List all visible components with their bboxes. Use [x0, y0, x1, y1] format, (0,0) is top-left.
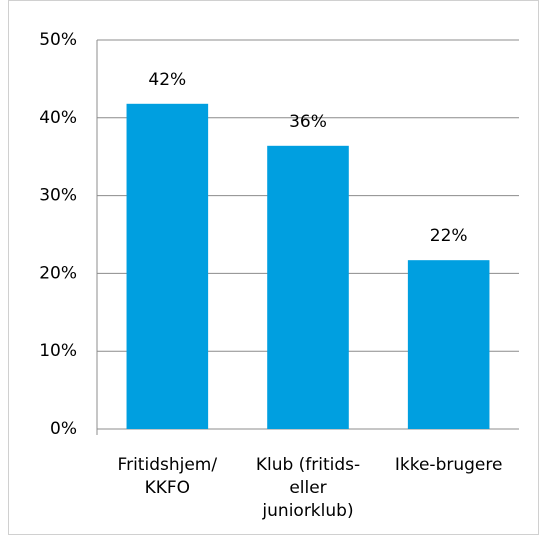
- y-tick-label: 0%: [50, 419, 77, 439]
- y-tick-label: 40%: [39, 108, 77, 128]
- value-label: 22%: [430, 226, 468, 246]
- bar: [267, 145, 349, 430]
- y-tick-label: 50%: [39, 30, 77, 50]
- y-tick-label: 30%: [39, 186, 77, 206]
- x-tick-label: Ikke-brugere: [395, 455, 503, 475]
- bar: [407, 260, 490, 429]
- x-tick-label: Klub (fritids-eller juniorklub): [256, 455, 360, 521]
- bar: [126, 103, 209, 430]
- y-tick-label: 10%: [39, 341, 77, 361]
- value-label: 36%: [289, 112, 327, 132]
- x-tick-label: Fritidshjem/KKFO: [118, 455, 218, 498]
- y-tick-label: 20%: [39, 263, 77, 283]
- value-label: 42%: [148, 70, 186, 90]
